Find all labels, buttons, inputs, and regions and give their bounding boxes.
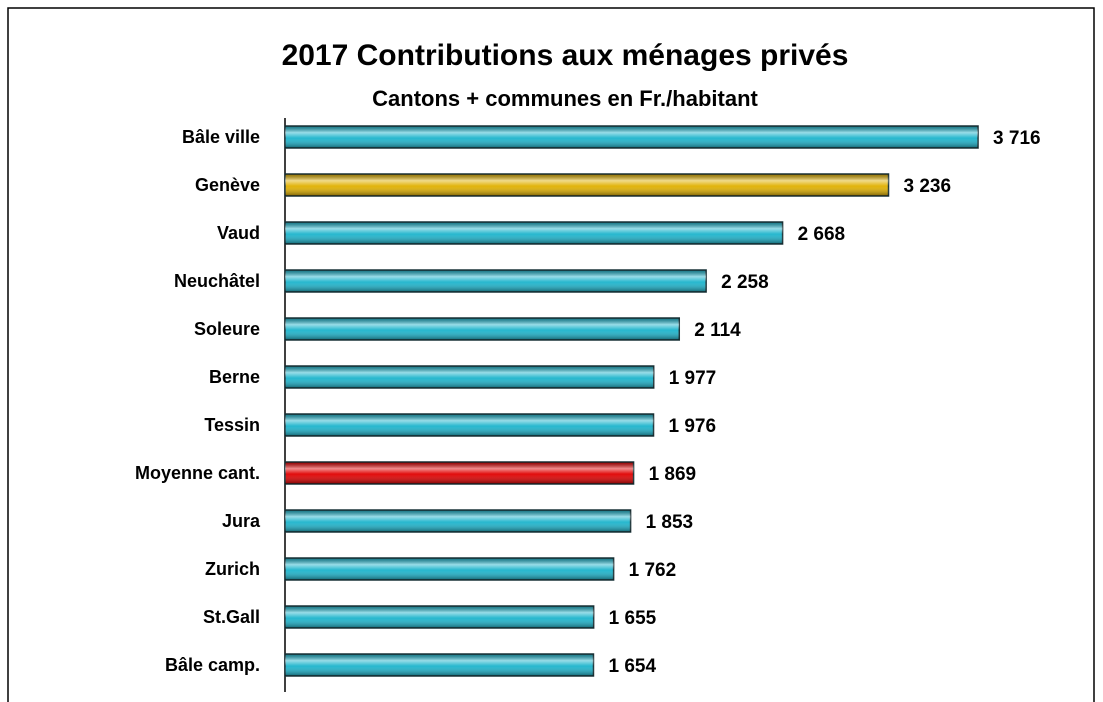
y-tick-label: Neuchâtel [174,271,260,291]
value-label: 3 716 [993,128,1041,149]
value-label: 1 655 [609,608,657,629]
y-tick-label: Genève [195,175,260,195]
value-label: 3 236 [904,176,952,197]
y-tick-label: St.Gall [203,607,260,627]
chart-subtitle: Cantons + communes en Fr./habitant [372,86,758,111]
y-tick-label: Zurich [205,559,260,579]
y-tick-label: Vaud [217,223,260,243]
y-tick-label: Moyenne cant. [135,463,260,483]
bar-shine [285,414,654,436]
bar-shine [285,174,889,196]
y-tick-label: Soleure [194,319,260,339]
bar-shine [285,510,631,532]
value-label: 2 114 [694,320,741,341]
chart-title: 2017 Contributions aux ménages privés [282,39,849,72]
bar-shine [285,606,594,628]
y-tick-label: Berne [209,367,260,387]
value-label: 1 762 [629,560,677,581]
bar-shine [285,126,979,148]
bar-shine [285,654,594,676]
value-label: 1 869 [649,464,697,485]
bar-shine [285,270,707,292]
y-tick-label: Bâle ville [182,127,260,147]
y-tick-label: Bâle camp. [165,655,260,675]
value-label: 2 668 [798,224,846,245]
value-label: 2 258 [721,272,769,293]
bar-shine [285,366,654,388]
bar-shine [285,462,634,484]
bar-shine [285,222,783,244]
value-label: 1 853 [646,512,694,533]
frame [7,7,1095,702]
value-label: 1 654 [608,656,656,677]
y-tick-label: Jura [222,511,261,531]
y-tick-label: Tessin [204,415,260,435]
bar-shine [285,318,680,340]
value-label: 1 976 [669,416,717,437]
bar-shine [285,558,614,580]
value-label: 1 977 [669,368,717,389]
